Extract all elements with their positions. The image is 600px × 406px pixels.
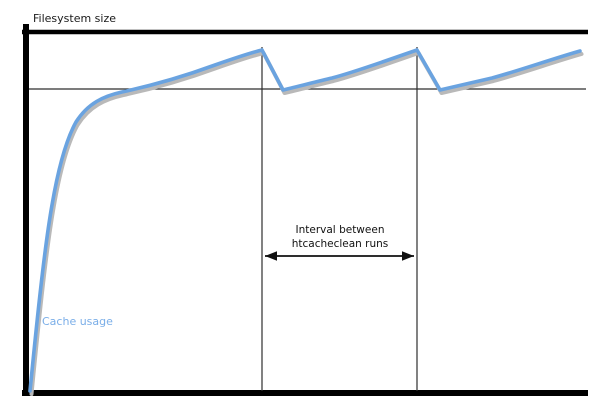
cache-usage-curve-shadow [29, 51, 584, 396]
cache-usage-curve [28, 48, 582, 393]
interval-annotation-line-1: Interval between [296, 224, 385, 236]
filesystem-size-label: Filesystem size [33, 12, 116, 25]
cache-usage-label: Cache usage [42, 315, 113, 328]
interval-annotation-line-2: htcacheclean runs [292, 238, 389, 250]
